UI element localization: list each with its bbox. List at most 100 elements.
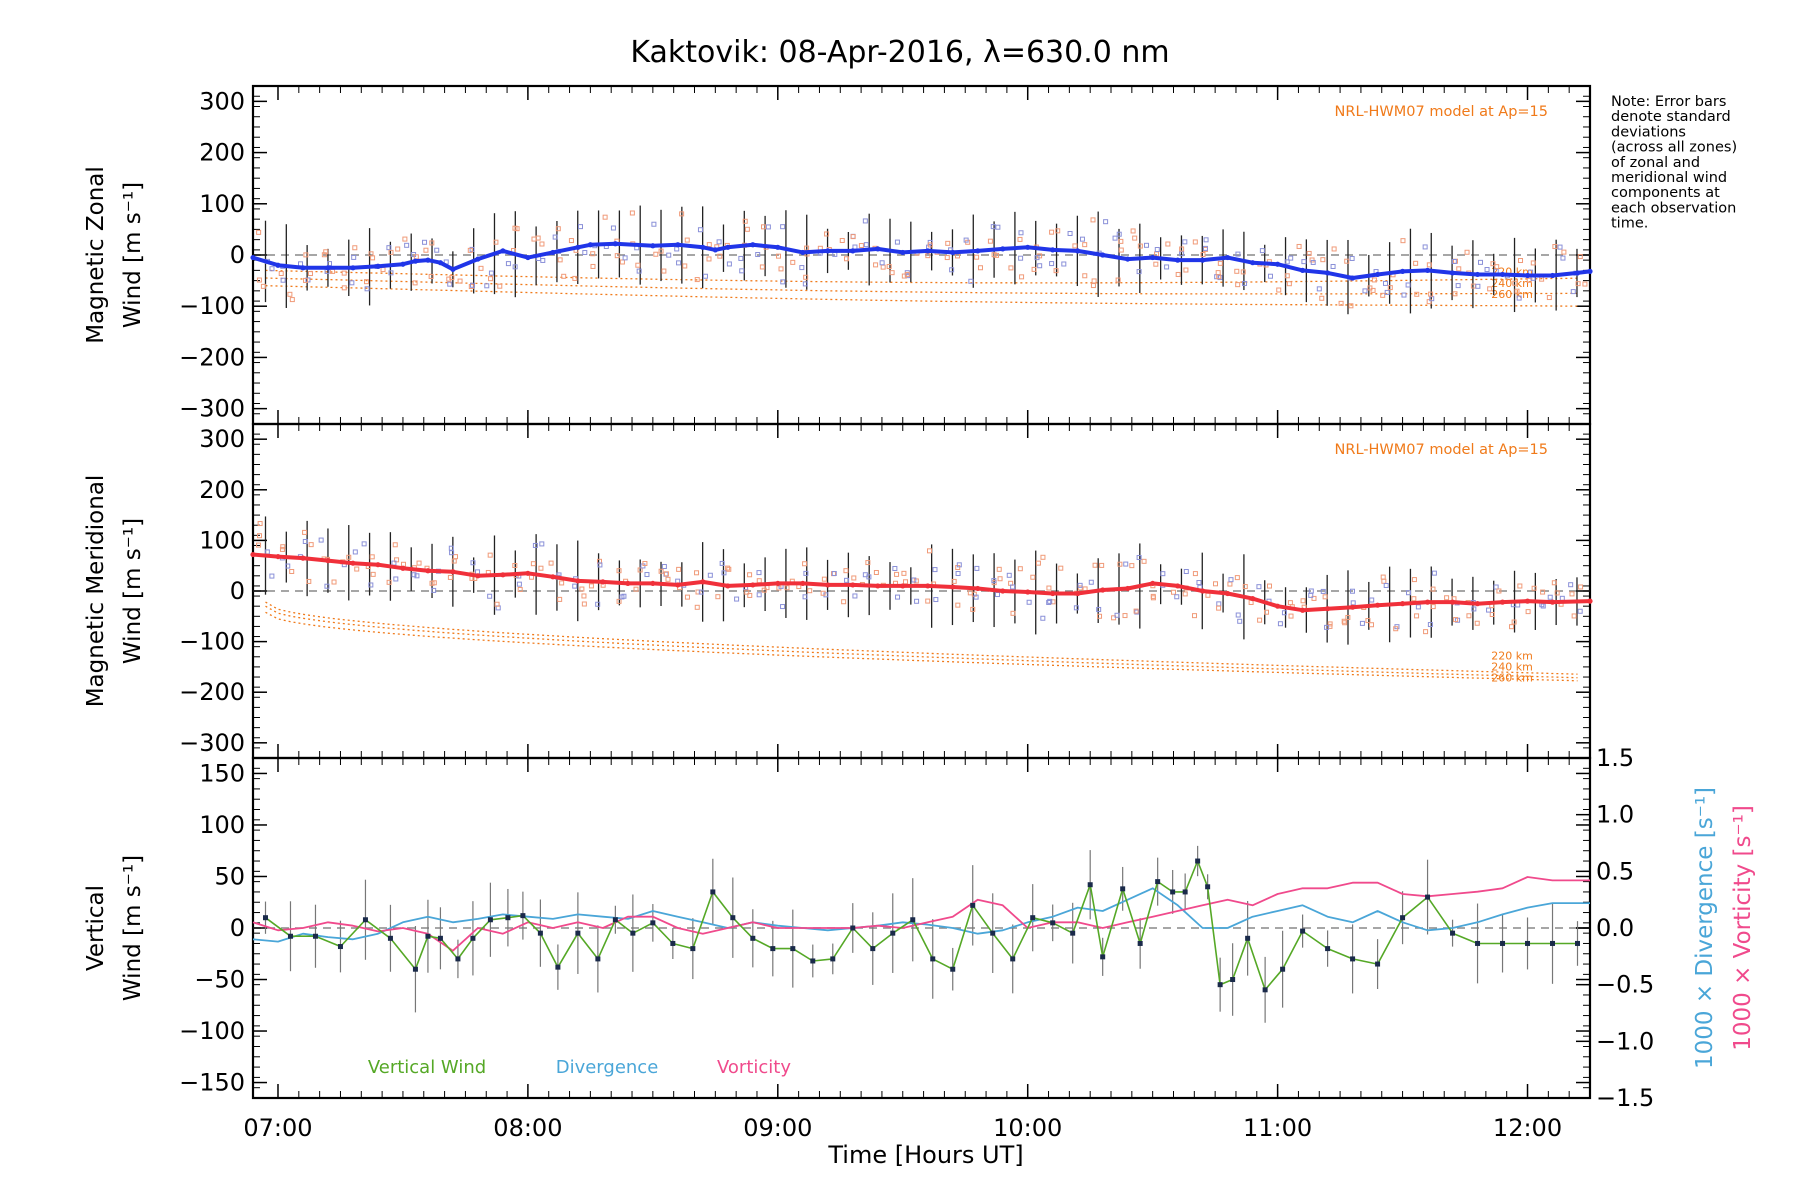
sample-marker [1477, 259, 1483, 265]
vertical-wind-point [1070, 930, 1076, 936]
vertical-wind-point [437, 935, 443, 941]
sample-marker [429, 580, 435, 586]
y-tick-label: 0 [230, 241, 245, 269]
sample-marker [1493, 584, 1499, 590]
sample-marker [622, 255, 628, 261]
zonal-point [412, 258, 419, 264]
sample-marker [1577, 608, 1583, 614]
sample-marker [1475, 283, 1481, 289]
sample-marker [1242, 280, 1248, 286]
meridional-point [275, 553, 281, 560]
zonal-point [1349, 275, 1356, 281]
vertical-wind-point [670, 940, 676, 946]
sample-marker [1171, 589, 1177, 595]
sample-marker [1117, 561, 1123, 567]
sample-marker [1026, 599, 1032, 605]
meridional-point [825, 582, 831, 588]
sample-marker [256, 229, 262, 235]
zonal-point [400, 261, 406, 267]
vertical-wind-point [1375, 961, 1381, 967]
sample-marker [1234, 268, 1240, 274]
sample-marker [610, 225, 616, 231]
sample-marker [470, 560, 476, 566]
meridional-point [1449, 599, 1456, 605]
sample-marker [755, 252, 761, 258]
vertical-wind-point [1195, 858, 1201, 864]
sample-marker [1234, 575, 1240, 581]
y-tick-label: −50 [194, 966, 245, 994]
zonal-point [437, 260, 444, 266]
sample-marker [516, 581, 522, 587]
sample-marker [824, 231, 830, 237]
sample-marker [1284, 259, 1290, 265]
vertical-wind-point [950, 966, 956, 972]
sample-marker [802, 281, 808, 287]
sample-marker [658, 568, 664, 574]
vertical-wind-point [262, 915, 268, 921]
vertical-wind-point [312, 933, 318, 939]
y-tick-label: −100 [179, 292, 245, 320]
sample-marker [1010, 610, 1016, 616]
vertical-wind-point [1155, 879, 1161, 885]
sample-marker [1242, 584, 1248, 590]
legend-entry: Divergence [556, 1057, 659, 1078]
sample-marker [602, 214, 608, 220]
model-curve [265, 277, 1578, 295]
sample-marker [260, 283, 266, 289]
y-tick-label: 100 [199, 526, 245, 554]
sample-marker [1306, 250, 1312, 256]
sample-marker [423, 247, 429, 253]
sample-marker [1311, 595, 1317, 601]
y-tick-label: −100 [179, 628, 245, 656]
sample-marker [552, 234, 558, 240]
sample-marker [370, 571, 376, 577]
sample-marker [968, 278, 974, 284]
sample-marker [1286, 281, 1292, 287]
sample-marker [1411, 596, 1417, 602]
sample-marker [1183, 568, 1189, 574]
vertical-wind-point [412, 966, 418, 972]
sample-marker [1345, 614, 1351, 620]
sample-marker [1561, 249, 1567, 255]
sample-marker [531, 236, 537, 242]
zonal-point [725, 244, 731, 250]
sample-marker [1489, 612, 1495, 618]
sample-marker [1144, 242, 1150, 248]
zonal-point [1574, 270, 1581, 276]
sample-marker [663, 571, 669, 577]
sample-marker [1129, 563, 1135, 569]
vertical-wind-point [1010, 956, 1016, 962]
zonal-point [1474, 271, 1481, 278]
model-curve [265, 601, 1578, 675]
sample-marker [880, 264, 886, 270]
sample-marker [726, 261, 732, 267]
sample-marker [1183, 267, 1189, 273]
zonal-point [425, 257, 431, 263]
sample-marker [1509, 624, 1515, 630]
sample-marker [582, 250, 588, 256]
sample-marker [572, 275, 578, 281]
sample-marker [616, 568, 622, 574]
sample-marker [446, 276, 452, 282]
sample-marker [487, 552, 493, 558]
sample-marker [395, 246, 401, 252]
sample-marker [1202, 245, 1208, 251]
sample-marker [402, 236, 408, 242]
sample-marker [548, 560, 554, 566]
sample-marker [1216, 274, 1222, 280]
zonal-point [1324, 270, 1331, 276]
sample-marker [1288, 255, 1294, 261]
sample-marker [1310, 259, 1316, 265]
sample-marker [1319, 295, 1325, 301]
sample-marker [1401, 292, 1407, 298]
meridional-point [875, 583, 881, 589]
sample-marker [1349, 588, 1355, 594]
sample-marker [487, 593, 493, 599]
zonal-point [350, 265, 356, 271]
x-tick-label: 10:00 [993, 1114, 1062, 1142]
sample-marker [895, 594, 901, 600]
sample-marker [1464, 249, 1470, 255]
note-line: components at [1611, 185, 1720, 201]
sample-marker [1518, 258, 1524, 264]
